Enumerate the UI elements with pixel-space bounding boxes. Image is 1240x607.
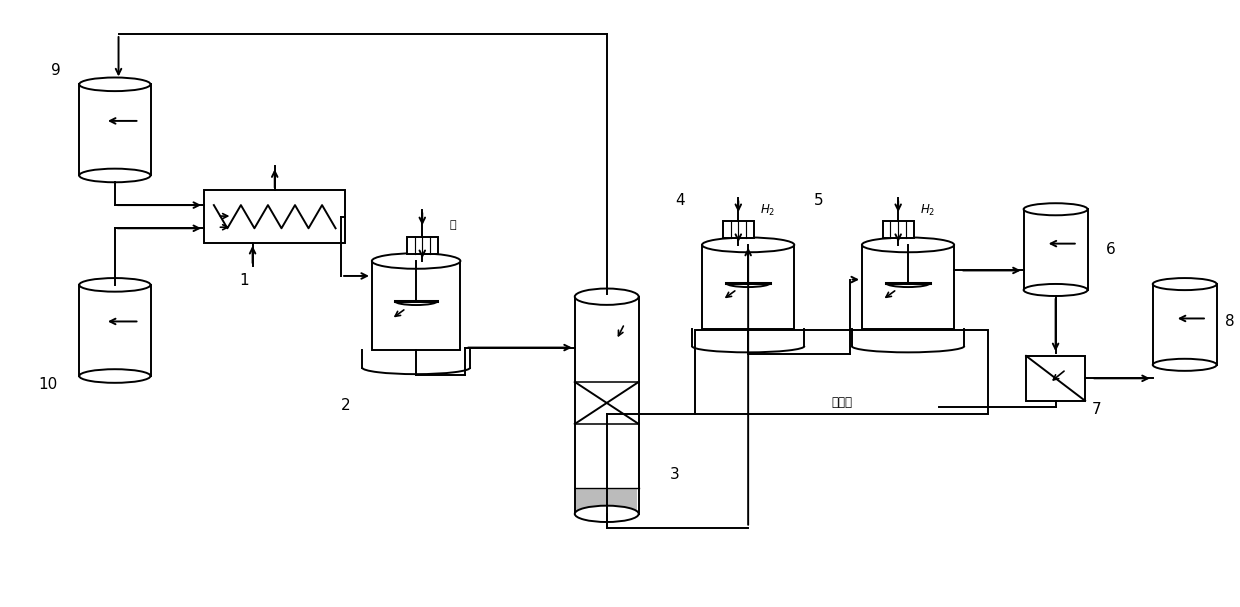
Text: 7: 7 (1091, 402, 1101, 417)
Text: 4: 4 (676, 193, 686, 208)
Bar (1025, 356, 1085, 401)
Ellipse shape (1153, 278, 1216, 290)
Text: 6: 6 (1106, 242, 1116, 257)
Text: 9: 9 (51, 63, 61, 78)
Ellipse shape (575, 288, 639, 305)
Bar (883, 221, 914, 238)
Ellipse shape (1023, 203, 1087, 215)
Text: 3: 3 (670, 467, 680, 481)
Bar (696, 330, 988, 414)
Bar (862, 245, 954, 329)
Ellipse shape (79, 369, 150, 383)
Bar (372, 261, 460, 350)
Bar (407, 237, 438, 254)
Ellipse shape (862, 237, 954, 253)
Text: $H_2$: $H_2$ (920, 203, 936, 218)
Text: $H_2$: $H_2$ (760, 203, 776, 218)
Bar (723, 221, 754, 238)
Text: 5: 5 (813, 193, 823, 208)
Text: 8: 8 (1225, 314, 1235, 329)
Ellipse shape (372, 253, 460, 269)
Text: 2: 2 (341, 398, 351, 413)
Ellipse shape (575, 506, 639, 522)
Ellipse shape (79, 169, 150, 182)
Bar (205, 191, 346, 243)
Ellipse shape (1023, 284, 1087, 296)
Text: 催化剂: 催化剂 (831, 396, 852, 410)
Bar (577, 487, 637, 513)
Ellipse shape (79, 278, 150, 292)
Text: 1: 1 (239, 273, 249, 288)
Ellipse shape (702, 237, 795, 253)
Bar (702, 245, 795, 329)
Ellipse shape (1153, 359, 1216, 371)
Ellipse shape (79, 78, 150, 91)
Text: 醛: 醛 (449, 220, 456, 230)
Text: 10: 10 (38, 377, 58, 392)
